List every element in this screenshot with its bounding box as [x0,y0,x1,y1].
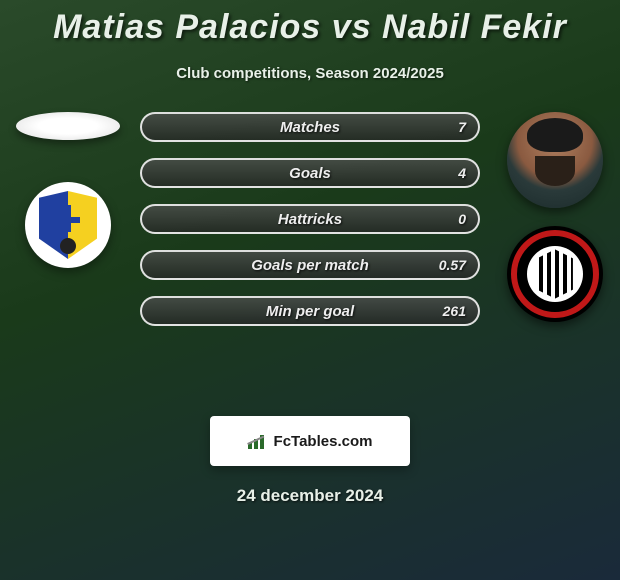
stat-value: 0.57 [439,257,466,273]
player2-column [500,112,610,322]
comparison-date: 24 december 2024 [0,486,620,506]
stat-row: Matches 7 [140,112,480,142]
player1-photo-placeholder [16,112,120,140]
stat-label: Hattricks [142,211,478,228]
player2-photo [507,112,603,208]
stat-label: Min per goal [142,303,478,320]
player1-column [8,112,128,268]
chart-icon [248,433,268,449]
stat-row: Hattricks 0 [140,204,480,234]
stat-row: Goals per match 0.57 [140,250,480,280]
stat-bars: Matches 7 Goals 4 Hattricks 0 Goals per … [140,112,480,342]
player1-club-badge [25,182,111,268]
stat-row: Goals 4 [140,158,480,188]
stat-label: Matches [142,119,478,136]
stat-value: 4 [458,165,466,181]
stat-value: 261 [443,303,466,319]
comparison-title: Matias Palacios vs Nabil Fekir [0,0,620,47]
stat-label: Goals [142,165,478,182]
stat-label: Goals per match [142,257,478,274]
attribution-text: FcTables.com [274,433,373,450]
stat-value: 0 [458,211,466,227]
player2-club-badge [507,226,603,322]
comparison-content: Matches 7 Goals 4 Hattricks 0 Goals per … [0,112,620,392]
stat-value: 7 [458,119,466,135]
attribution-badge: FcTables.com [210,416,410,466]
stat-row: Min per goal 261 [140,296,480,326]
comparison-subtitle: Club competitions, Season 2024/2025 [0,65,620,82]
